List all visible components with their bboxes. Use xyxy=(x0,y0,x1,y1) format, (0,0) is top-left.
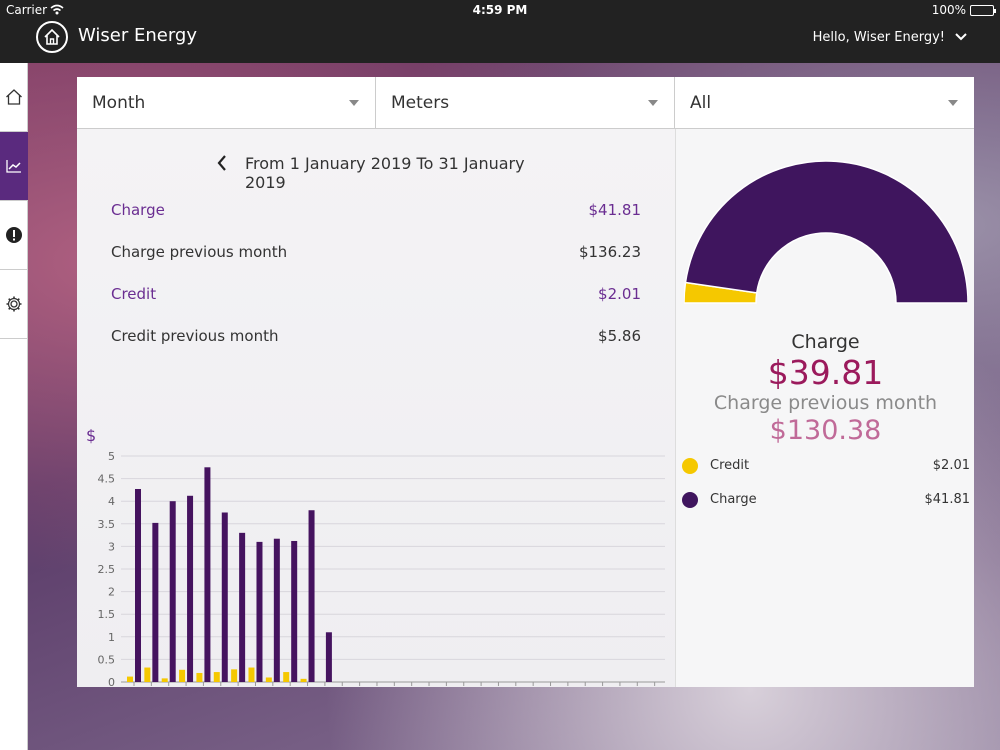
main-panel: Month Meters All From 1 January 2019 To … xyxy=(77,77,974,687)
charge-bar xyxy=(204,467,211,682)
charge-bar xyxy=(273,538,280,682)
scope-select-value: All xyxy=(690,93,712,113)
home-logo-icon[interactable] xyxy=(36,21,68,53)
summary-label: Credit previous month xyxy=(111,327,279,345)
credit-bar xyxy=(265,677,272,682)
battery-percent: 100% xyxy=(931,3,966,17)
legend-label: Charge xyxy=(710,492,757,507)
sidebar xyxy=(0,63,28,750)
credit-bar xyxy=(144,667,151,682)
gauge-previous-label: Charge previous month xyxy=(713,392,938,414)
home-icon xyxy=(6,89,22,105)
chart-icon xyxy=(6,160,21,173)
y-axis-label: $ xyxy=(86,426,96,445)
charge-bar xyxy=(187,495,194,682)
summary-label: Credit xyxy=(111,285,157,303)
sidebar-item-settings[interactable] xyxy=(0,270,28,339)
status-bar: Carrier 4:59 PM 100% xyxy=(0,0,1000,20)
charge-bar xyxy=(256,541,263,682)
y-tick-label: 3.5 xyxy=(98,518,116,531)
user-greeting: Hello, Wiser Energy! xyxy=(812,30,945,45)
legend-swatch xyxy=(682,492,698,508)
credit-bar xyxy=(283,672,290,682)
daily-cost-chart: $00.511.522.533.544.55123456789101112131… xyxy=(77,369,675,687)
summary-value: $2.01 xyxy=(598,285,641,303)
summary-row-charge-previous: Charge previous month $136.23 xyxy=(111,243,641,265)
gear-icon xyxy=(6,296,22,312)
summary-label: Charge previous month xyxy=(111,243,288,261)
summary-value: $41.81 xyxy=(588,201,642,219)
legend-item-credit: Credit $2.01 xyxy=(682,457,970,477)
summary-label: Charge xyxy=(111,201,165,219)
credit-bar xyxy=(300,678,307,682)
chevron-down-icon[interactable] xyxy=(954,30,968,44)
charge-bar xyxy=(291,540,298,682)
credit-bar xyxy=(213,672,220,682)
scope-select[interactable]: All xyxy=(675,77,974,129)
summary-row-credit: Credit $2.01 xyxy=(111,285,641,307)
y-tick-label: 0.5 xyxy=(98,653,116,666)
y-tick-label: 4.5 xyxy=(98,473,116,486)
wifi-icon xyxy=(50,4,64,18)
date-range: From 1 January 2019 To 31 January 2019 xyxy=(245,154,525,192)
legend-swatch xyxy=(682,458,698,474)
sidebar-item-alerts[interactable] xyxy=(0,201,28,270)
usage-summary: From 1 January 2019 To 31 January 2019 C… xyxy=(77,129,675,687)
summary-value: $5.86 xyxy=(598,327,641,345)
gauge-title: Charge xyxy=(791,331,860,353)
type-select-value: Meters xyxy=(391,93,450,113)
charge-bar xyxy=(152,522,159,682)
bar-chart: $00.511.522.533.544.55123456789101112131… xyxy=(86,426,665,687)
charge-bar xyxy=(135,488,141,682)
summary-row-charge: Charge $41.81 xyxy=(111,201,641,223)
date-navigator: From 1 January 2019 To 31 January 2019 xyxy=(215,153,565,192)
legend-value: $41.81 xyxy=(924,492,971,507)
charge-bar xyxy=(169,501,176,682)
alert-icon xyxy=(6,227,22,243)
y-tick-label: 4 xyxy=(108,495,115,508)
gauge-charge-segment xyxy=(684,160,968,304)
caret-down-icon xyxy=(349,100,359,106)
credit-bar xyxy=(179,669,186,682)
summary-value: $136.23 xyxy=(578,243,641,261)
period-select[interactable]: Month xyxy=(77,77,376,129)
gauge-previous-value: $130.38 xyxy=(769,415,882,446)
credit-bar xyxy=(231,669,238,682)
sidebar-item-home[interactable] xyxy=(0,63,28,132)
legend-label: Credit xyxy=(710,458,750,473)
y-tick-label: 5 xyxy=(108,450,115,463)
charge-gauge xyxy=(684,160,968,304)
gauge-value: $39.81 xyxy=(767,353,884,392)
chevron-left-icon[interactable] xyxy=(215,154,229,172)
battery-icon xyxy=(970,5,996,16)
credit-bar xyxy=(196,672,203,682)
app-title: Wiser Energy xyxy=(78,25,197,46)
app-header: Wiser Energy Hello, Wiser Energy! xyxy=(0,20,1000,63)
user-menu-button[interactable]: Hello, Wiser Energy! xyxy=(813,30,967,45)
y-tick-label: 1 xyxy=(108,631,115,644)
legend-value: $2.01 xyxy=(932,458,970,473)
credit-bar xyxy=(161,678,168,682)
credit-bar xyxy=(127,676,133,682)
legend-item-charge: Charge $41.81 xyxy=(682,491,970,511)
charge-bar xyxy=(239,532,246,682)
y-tick-label: 3 xyxy=(108,540,115,553)
period-select-value: Month xyxy=(92,93,146,113)
sidebar-item-charts[interactable] xyxy=(0,132,28,201)
gauge-panel: Charge $39.81 Charge previous month $130… xyxy=(675,129,974,687)
caret-down-icon xyxy=(648,100,658,106)
y-tick-label: 2 xyxy=(108,586,115,599)
charge-bar xyxy=(221,512,228,682)
y-tick-label: 1.5 xyxy=(98,608,116,621)
type-select[interactable]: Meters xyxy=(376,77,675,129)
charge-bar xyxy=(325,632,332,682)
carrier-label: Carrier xyxy=(6,3,48,17)
caret-down-icon xyxy=(948,100,958,106)
y-tick-label: 0 xyxy=(108,676,115,687)
summary-row-credit-previous: Credit previous month $5.86 xyxy=(111,327,641,349)
clock: 4:59 PM xyxy=(472,3,528,17)
y-tick-label: 2.5 xyxy=(98,563,116,576)
credit-bar xyxy=(248,667,255,682)
charge-bar xyxy=(308,510,315,682)
